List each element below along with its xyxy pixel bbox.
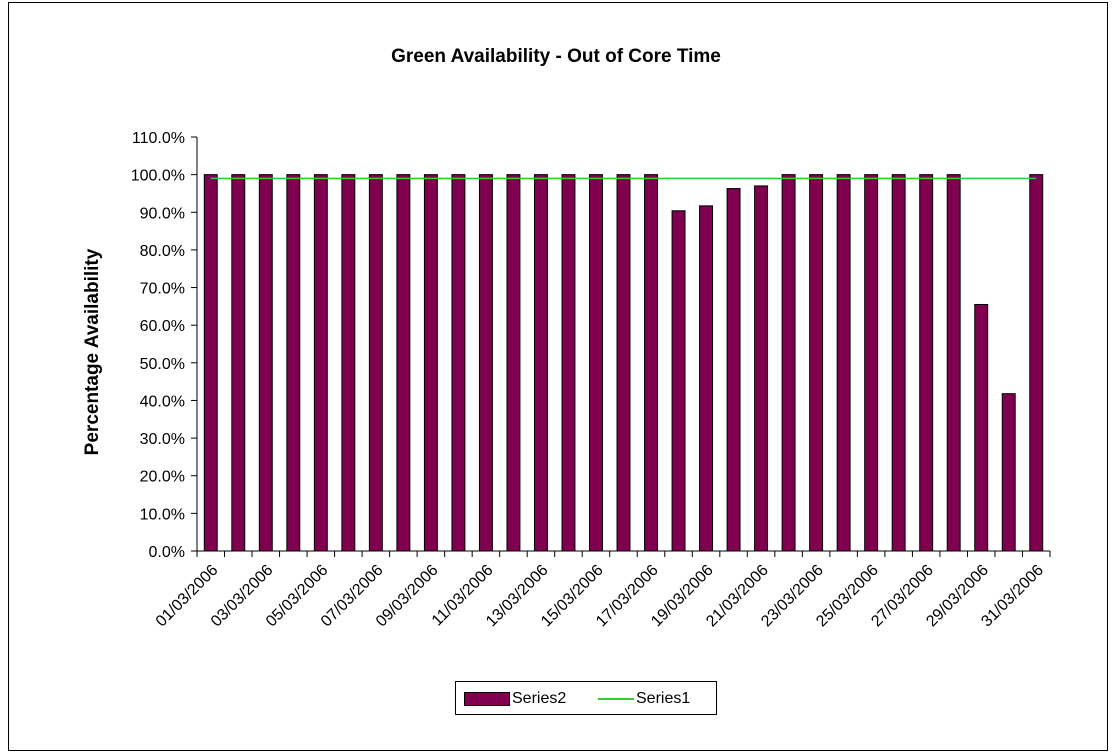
y-tick-label: 70.0% (140, 281, 185, 298)
legend-label-series1: Series1 (636, 690, 691, 707)
bar (258, 174, 273, 552)
y-tick-label: 50.0% (140, 356, 185, 373)
bar (754, 185, 769, 552)
bar (451, 174, 466, 552)
bar (919, 174, 934, 552)
y-axis-label: Percentage Availability (82, 248, 103, 455)
bar (699, 205, 714, 552)
x-axis: 01/03/200603/03/200605/03/200607/03/2006… (153, 550, 1051, 630)
bar (1001, 393, 1016, 552)
bar (809, 174, 824, 552)
bar (341, 174, 356, 552)
legend-swatch-bar (464, 692, 510, 706)
y-tick-label: 110.0% (132, 130, 185, 147)
bar (974, 303, 989, 552)
bar (1029, 174, 1044, 552)
bar (506, 174, 521, 552)
bar (368, 174, 383, 552)
bar (396, 174, 411, 552)
y-tick-label: 20.0% (140, 469, 185, 486)
bar (589, 174, 603, 552)
bar (891, 174, 906, 552)
bar (423, 174, 438, 552)
bar (946, 174, 961, 552)
chart-title: Green Availability - Out of Core Time (391, 46, 721, 67)
y-tick-label: 40.0% (140, 393, 185, 410)
bar (781, 174, 796, 552)
legend-item-series1: Series1 (598, 690, 690, 708)
bar (533, 174, 548, 552)
bar (864, 174, 879, 552)
y-tick-label: 100.0% (131, 168, 185, 185)
bar (313, 174, 328, 552)
bar (726, 188, 741, 552)
legend: Series2 Series1 (455, 681, 717, 715)
bar-series (203, 174, 1044, 552)
bar (286, 174, 301, 552)
bar (644, 174, 658, 552)
y-tick-label: 60.0% (140, 318, 185, 335)
bar (231, 174, 246, 552)
y-axis: 0.0% 10.0% 20.0% 30.0% 40.0% 50.0% 60.0% 70.0% 8… (131, 130, 198, 561)
legend-swatch-line (598, 698, 634, 700)
y-tick-label: 10.0% (140, 506, 185, 523)
bar (203, 174, 218, 552)
legend-label-series2: Series2 (512, 690, 567, 707)
bar (836, 174, 851, 552)
legend-item-series2: Series2 (464, 690, 566, 708)
bar (671, 210, 686, 552)
y-tick-label: 0.0% (149, 544, 185, 561)
y-tick-label: 80.0% (140, 243, 185, 260)
bar (478, 174, 493, 552)
y-tick-label: 90.0% (140, 205, 185, 222)
y-tick-label: 30.0% (140, 431, 185, 448)
bar (616, 174, 631, 552)
bar (561, 174, 576, 552)
